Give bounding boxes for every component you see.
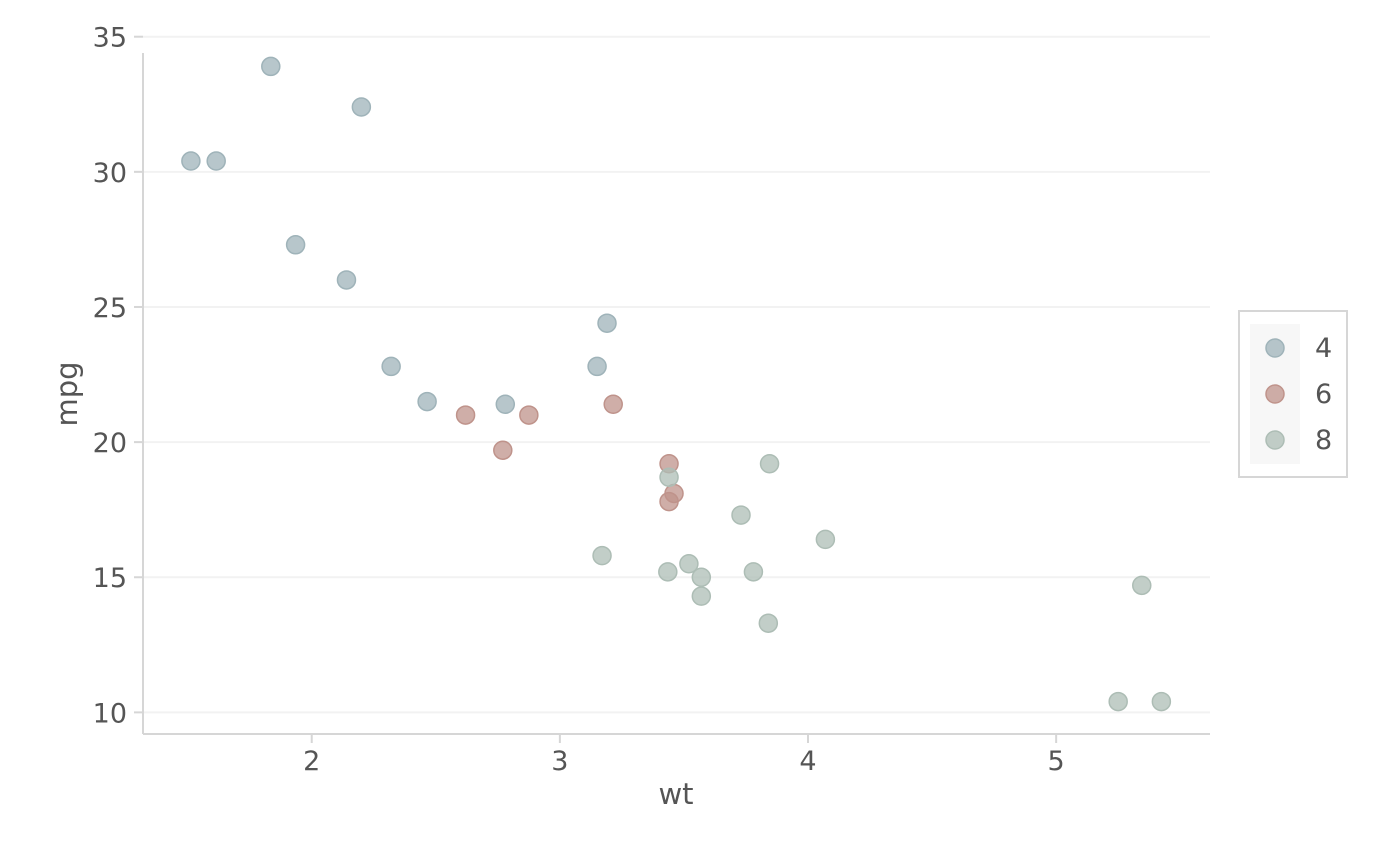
legend: 4 6 8 [1238, 310, 1348, 478]
legend-key-6 [1265, 384, 1285, 404]
y-tick-label: 30 [93, 158, 127, 189]
data-point-cyl-4 [206, 151, 226, 171]
data-point-cyl-6 [519, 405, 539, 425]
y-tick-label: 35 [93, 23, 127, 54]
data-point-cyl-4 [495, 394, 516, 415]
y-tick-label: 10 [93, 698, 127, 729]
data-point-cyl-8 [658, 562, 678, 582]
data-point-cyl-8 [1151, 691, 1172, 712]
axes [142, 53, 1210, 735]
data-point-cyl-8 [691, 586, 712, 606]
data-point-cyl-6 [493, 440, 513, 460]
data-point-cyl-8 [1108, 691, 1128, 712]
data-point-cyl-8 [691, 567, 712, 587]
x-tick-label: 5 [1048, 746, 1065, 777]
data-point-cyl-8 [1132, 575, 1152, 596]
y-ticks: 10 15 20 25 30 35 [93, 23, 143, 729]
data-point-cyl-8 [815, 529, 836, 550]
data-point-cyl-8 [758, 613, 779, 633]
gridlines [143, 35, 1210, 714]
data-point-cyl-8 [592, 545, 612, 566]
legend-label: 4 [1315, 333, 1332, 364]
data-points [181, 56, 1172, 712]
data-point-cyl-4 [587, 356, 607, 377]
data-point-cyl-8 [659, 467, 679, 487]
legend-key-8 [1265, 430, 1285, 450]
x-tick-label: 3 [551, 746, 568, 777]
x-ticks: 2 3 4 5 [303, 734, 1065, 777]
data-point-cyl-8 [679, 553, 699, 574]
data-point-cyl-8 [743, 562, 764, 582]
x-tick-label: 2 [303, 746, 320, 777]
data-point-cyl-4 [351, 97, 372, 117]
x-axis-title: wt [658, 777, 693, 811]
data-point-cyl-4 [181, 151, 201, 171]
legend-label: 6 [1315, 379, 1332, 410]
data-point-cyl-8 [731, 505, 751, 525]
data-point-cyl-8 [759, 453, 780, 474]
data-point-cyl-6 [455, 405, 476, 425]
y-axis-title: mpg [50, 361, 84, 426]
data-point-cyl-6 [659, 491, 679, 512]
y-tick-label: 25 [93, 293, 127, 324]
data-point-cyl-6 [603, 394, 623, 415]
data-point-cyl-4 [261, 56, 281, 77]
y-tick-label: 20 [93, 428, 127, 459]
data-point-cyl-4 [417, 391, 437, 412]
data-point-cyl-4 [597, 313, 617, 333]
data-point-cyl-4 [381, 356, 401, 377]
data-point-cyl-4 [336, 270, 357, 290]
legend-key-4 [1265, 338, 1285, 358]
data-point-cyl-4 [285, 235, 306, 255]
x-tick-label: 4 [799, 746, 816, 777]
y-tick-label: 15 [93, 563, 127, 594]
legend-label: 8 [1315, 425, 1332, 456]
